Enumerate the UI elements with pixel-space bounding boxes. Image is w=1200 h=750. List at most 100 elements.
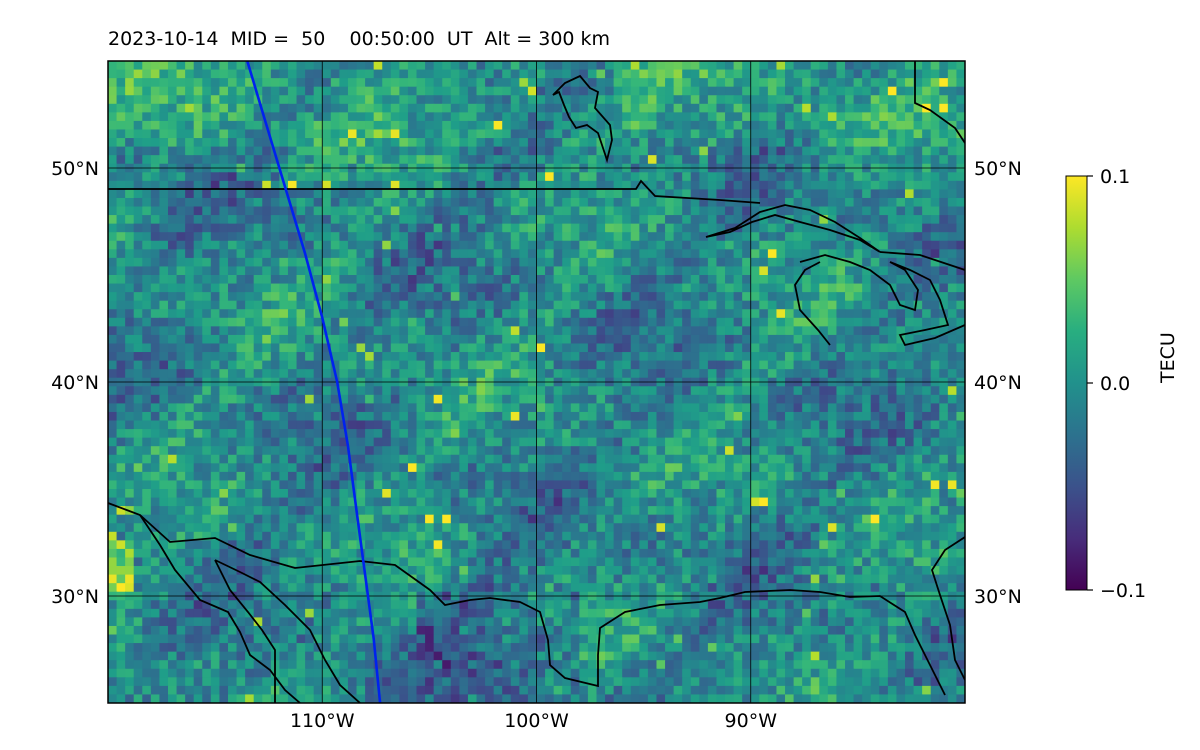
- tec-cell: [759, 146, 769, 156]
- tec-cell: [219, 275, 229, 285]
- tec-cell: [356, 352, 366, 362]
- tec-cell: [476, 454, 486, 464]
- tec-cell: [527, 300, 538, 310]
- tec-cell: [922, 326, 932, 336]
- tec-cell: [587, 411, 598, 422]
- tec-cell: [750, 360, 760, 370]
- tec-cell: [116, 69, 126, 79]
- tec-cell: [553, 300, 563, 310]
- tec-cell: [185, 146, 195, 156]
- tec-cell: [879, 352, 889, 362]
- tec-cell: [665, 103, 675, 113]
- tec-cell: [116, 155, 126, 165]
- tec-cell: [236, 232, 246, 242]
- tec-cell: [296, 155, 306, 165]
- tec-cell: [699, 257, 709, 268]
- tec-cell: [227, 257, 238, 268]
- tec-cell: [485, 437, 495, 447]
- tec-cell: [236, 129, 246, 139]
- tec-cell: [673, 394, 683, 404]
- tec-cell: [459, 223, 469, 233]
- tec-cell: [527, 463, 538, 473]
- tec-cell: [493, 275, 503, 285]
- tec-cell: [485, 215, 495, 225]
- tec-cell: [742, 189, 752, 199]
- tec-cell: [553, 334, 563, 345]
- tec-cell: [682, 180, 692, 190]
- tec-cell: [287, 155, 298, 165]
- tec-cell: [416, 343, 426, 353]
- tec-cell: [407, 266, 418, 276]
- tec-cell: [630, 61, 640, 71]
- tec-cell: [630, 223, 640, 233]
- tec-cell: [245, 386, 255, 396]
- tec-cell: [810, 103, 820, 113]
- tec-cell: [279, 283, 289, 293]
- tec-cell: [185, 292, 195, 302]
- tec-cell: [108, 129, 118, 139]
- tec-cell: [227, 386, 238, 396]
- tec-cell: [536, 232, 546, 242]
- tec-cell: [613, 411, 623, 422]
- tec-cell: [639, 197, 649, 208]
- tec-cell: [939, 334, 949, 345]
- tec-cell: [725, 437, 735, 447]
- tec-cell: [630, 292, 640, 302]
- tec-cell: [939, 292, 949, 302]
- tec-cell: [545, 429, 555, 439]
- tec-cell: [767, 369, 778, 379]
- tec-cell: [613, 86, 623, 96]
- tec-cell: [767, 206, 778, 216]
- tec-cell: [699, 240, 709, 250]
- tec-cell: [270, 112, 280, 122]
- tec-cell: [502, 266, 512, 276]
- tec-cell: [913, 69, 923, 79]
- tec-cell: [493, 317, 503, 327]
- tec-cell: [433, 232, 443, 242]
- tec-cell: [913, 420, 923, 430]
- tec-cell: [519, 292, 529, 302]
- tec-cell: [467, 437, 478, 447]
- tec-cell: [339, 249, 349, 259]
- tec-cell: [776, 232, 786, 242]
- tec-cell: [870, 283, 880, 293]
- tec-cell: [193, 180, 203, 190]
- tec-cell: [313, 223, 323, 233]
- tec-cell: [707, 129, 718, 139]
- tec-cell: [759, 232, 769, 242]
- tec-cell: [253, 437, 263, 447]
- tec-cell: [390, 386, 400, 396]
- tec-cell: [922, 275, 932, 285]
- tec-cell: [947, 317, 958, 327]
- tec-cell: [562, 129, 572, 139]
- tec-cell: [399, 454, 409, 464]
- tec-cell: [699, 343, 709, 353]
- tec-cell: [553, 78, 563, 88]
- tec-cell: [142, 197, 152, 208]
- tec-cell: [622, 386, 632, 396]
- tec-cell: [630, 78, 640, 88]
- tec-cell: [176, 446, 186, 456]
- tec-cell: [956, 334, 965, 345]
- tec-cell: [776, 249, 786, 259]
- tec-cell: [545, 471, 555, 482]
- tec-cell: [622, 326, 632, 336]
- tec-cell: [313, 326, 323, 336]
- tec-cell: [382, 463, 392, 473]
- tec-cell: [159, 403, 169, 413]
- tec-cell: [476, 240, 486, 250]
- tec-cell: [450, 411, 460, 422]
- tec-cell: [416, 215, 426, 225]
- tec-cell: [930, 257, 940, 268]
- tec-cell: [365, 446, 375, 456]
- tec-cell: [767, 257, 778, 268]
- tec-cell: [827, 215, 838, 225]
- tec-cell: [725, 95, 735, 105]
- tec-cell: [853, 172, 863, 182]
- tec-cell: [125, 257, 135, 268]
- tec-cell: [330, 292, 340, 302]
- tec-cell: [562, 369, 572, 379]
- tec-cell: [159, 112, 169, 122]
- tec-cell: [767, 437, 778, 447]
- tec-cell: [339, 343, 349, 353]
